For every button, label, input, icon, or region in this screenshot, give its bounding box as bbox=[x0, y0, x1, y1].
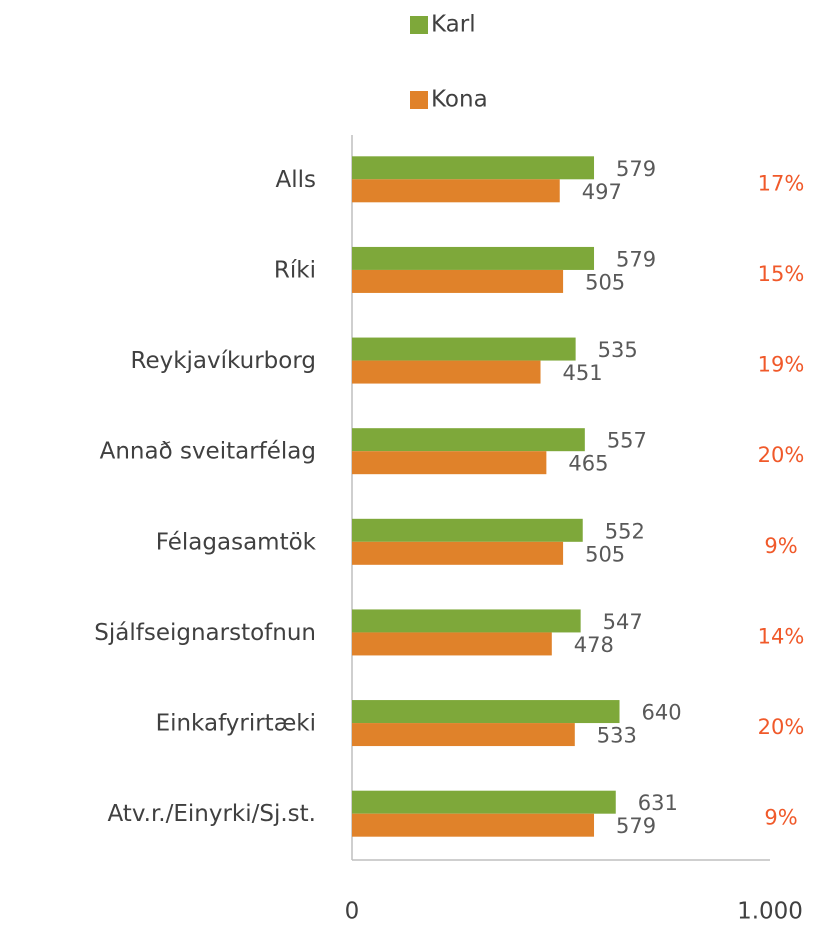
annotation: 20% bbox=[758, 443, 805, 467]
value-label: 557 bbox=[607, 429, 647, 453]
bar bbox=[352, 451, 547, 475]
legend-swatch bbox=[410, 91, 428, 109]
annotation: 9% bbox=[764, 806, 797, 830]
annotation: 17% bbox=[758, 171, 805, 195]
bar bbox=[352, 246, 595, 270]
legend-label: Kona bbox=[431, 87, 488, 113]
annotation: 9% bbox=[764, 534, 797, 558]
value-label: 579 bbox=[616, 814, 656, 838]
bar bbox=[352, 700, 620, 724]
value-label: 497 bbox=[582, 180, 622, 204]
value-label: 533 bbox=[597, 724, 637, 748]
category-label: Einkafyrirtæki bbox=[156, 711, 316, 737]
x-tick-label: 1.000 bbox=[737, 899, 803, 925]
bar bbox=[352, 813, 595, 837]
bar bbox=[352, 360, 541, 384]
bar bbox=[352, 518, 583, 542]
bar bbox=[352, 337, 576, 361]
value-label: 505 bbox=[585, 270, 625, 294]
value-label: 579 bbox=[616, 247, 656, 271]
bar bbox=[352, 609, 581, 633]
annotation: 20% bbox=[758, 715, 805, 739]
bar bbox=[352, 632, 552, 656]
bar bbox=[352, 156, 595, 180]
annotation: 15% bbox=[758, 262, 805, 286]
value-label: 451 bbox=[563, 361, 603, 385]
value-label: 579 bbox=[616, 157, 656, 181]
bar bbox=[352, 428, 585, 452]
category-label: Sjálfseignarstofnun bbox=[94, 620, 316, 646]
category-label: Félagasamtök bbox=[156, 529, 317, 555]
category-label: Atv.r./Einyrki/Sj.st. bbox=[107, 801, 316, 827]
legend-label: Karl bbox=[431, 12, 476, 38]
bar bbox=[352, 269, 564, 293]
bar bbox=[352, 541, 564, 565]
x-tick-label: 0 bbox=[345, 899, 360, 925]
category-label: Ríki bbox=[274, 257, 316, 283]
value-label: 478 bbox=[574, 633, 614, 657]
category-label: Annað sveitarfélag bbox=[100, 439, 316, 465]
value-label: 535 bbox=[598, 338, 638, 362]
value-label: 465 bbox=[568, 452, 608, 476]
value-label: 640 bbox=[642, 701, 682, 725]
value-label: 505 bbox=[585, 542, 625, 566]
value-label: 631 bbox=[638, 791, 678, 815]
bar bbox=[352, 179, 560, 203]
bar bbox=[352, 723, 575, 747]
category-label: Reykjavíkurborg bbox=[131, 348, 316, 374]
legend-swatch bbox=[410, 16, 428, 34]
annotation: 19% bbox=[758, 353, 805, 377]
bar bbox=[352, 790, 616, 814]
category-label: Alls bbox=[276, 167, 317, 193]
annotation: 14% bbox=[758, 624, 805, 648]
value-label: 552 bbox=[605, 519, 645, 543]
value-label: 547 bbox=[603, 610, 643, 634]
